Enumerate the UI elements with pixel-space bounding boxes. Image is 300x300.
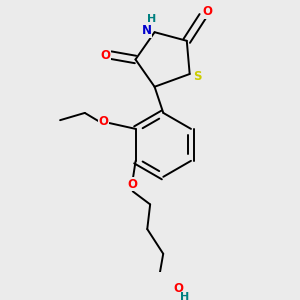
Text: O: O bbox=[98, 115, 108, 128]
Text: S: S bbox=[194, 70, 202, 83]
Text: O: O bbox=[173, 282, 183, 295]
Text: O: O bbox=[100, 49, 110, 62]
Text: O: O bbox=[128, 178, 138, 190]
Text: O: O bbox=[202, 5, 212, 18]
Text: N: N bbox=[142, 24, 152, 37]
Text: H: H bbox=[180, 292, 190, 300]
Text: H: H bbox=[147, 14, 156, 24]
